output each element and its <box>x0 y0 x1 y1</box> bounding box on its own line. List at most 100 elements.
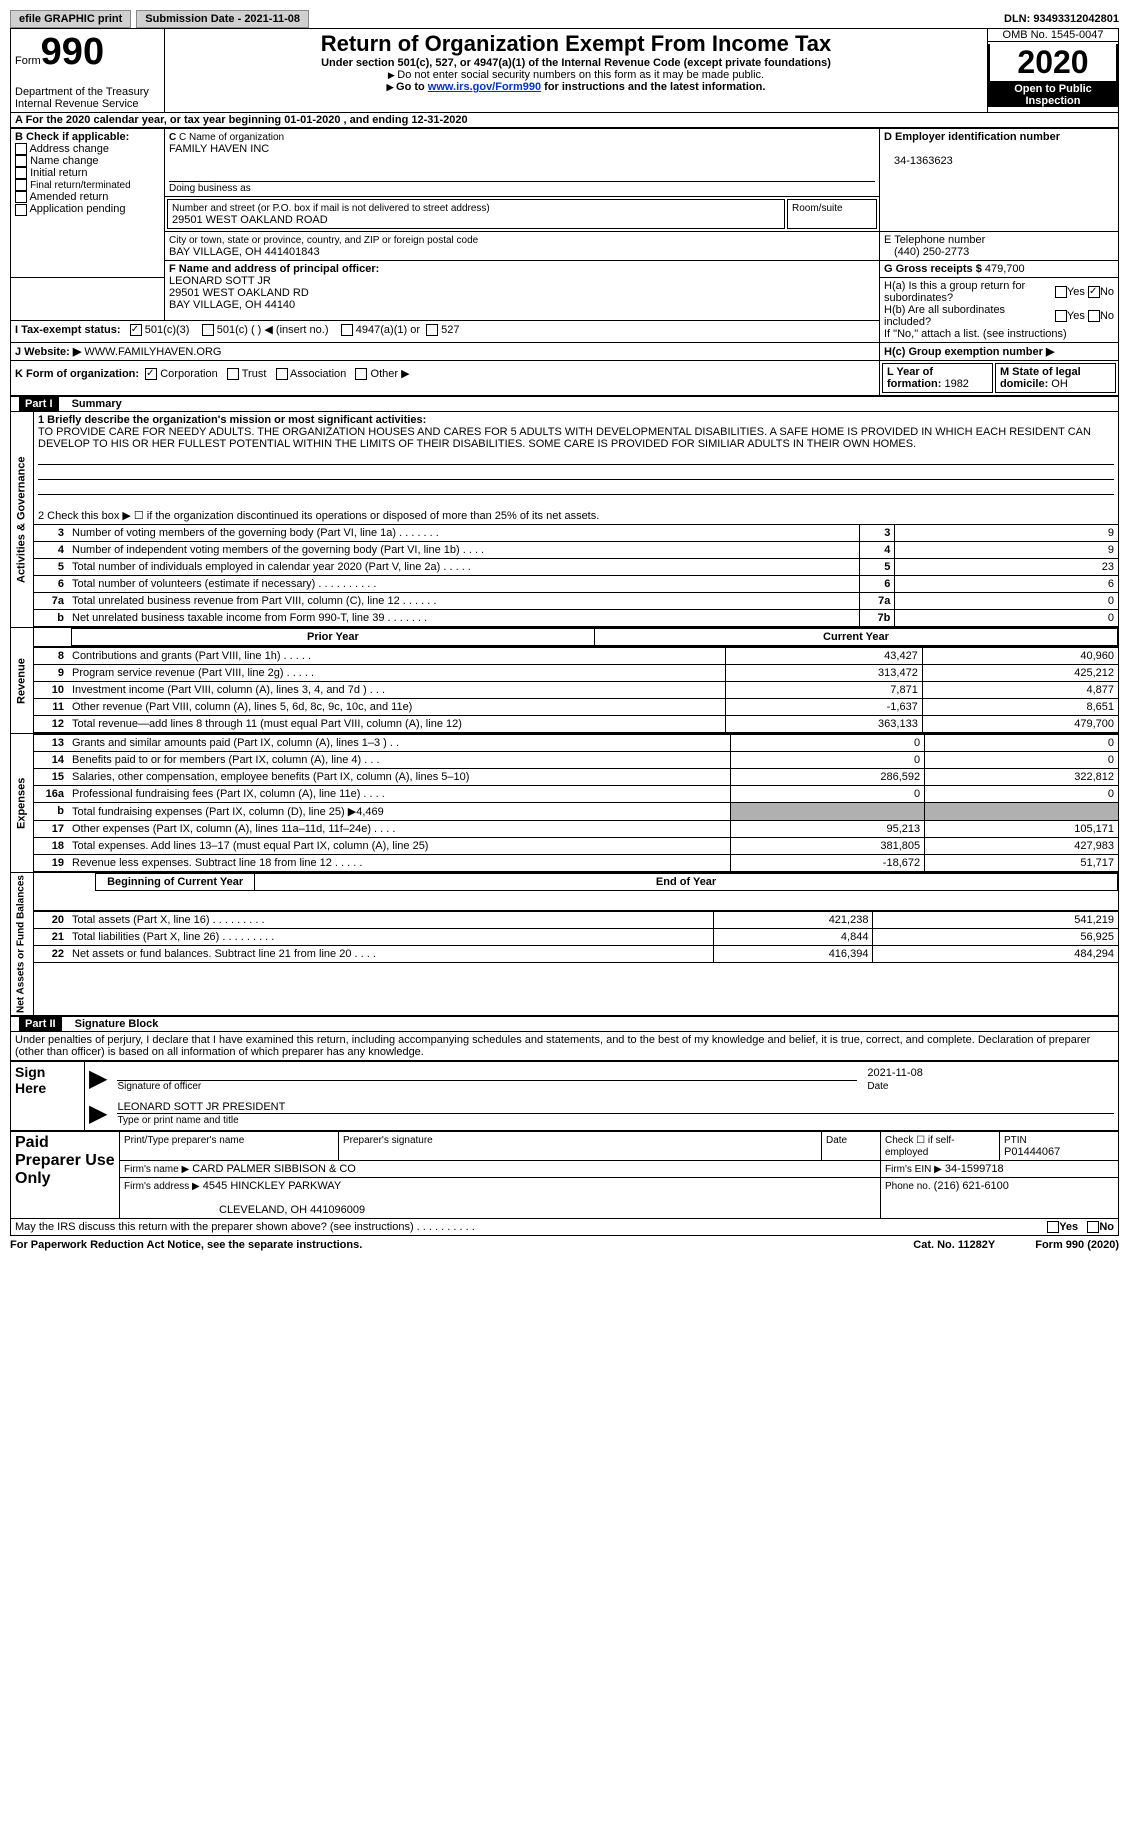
ha-no[interactable] <box>1088 286 1100 298</box>
prior-year-hdr: Prior Year <box>307 631 359 643</box>
prep-date-label: Date <box>826 1135 847 1146</box>
firm-phone: (216) 621-6100 <box>934 1180 1009 1192</box>
i-501c3[interactable] <box>130 324 142 336</box>
part2-table: Part II Signature Block Under penalties … <box>10 1016 1119 1061</box>
net-rows: 20 Total assets (Part X, line 16) . . . … <box>34 911 1118 963</box>
opt-initial: Initial return <box>30 167 87 179</box>
opt-527: 527 <box>441 324 459 336</box>
ein: 34-1363623 <box>894 155 953 167</box>
begin-yr-hdr: Beginning of Current Year <box>107 876 243 888</box>
i-4947[interactable] <box>341 324 353 336</box>
checkbox-initial[interactable] <box>15 167 27 179</box>
dept-treasury: Department of the Treasury <box>15 86 149 98</box>
footer-right: Form 990 (2020) <box>1035 1239 1119 1251</box>
opt-address: Address change <box>29 143 109 155</box>
end-yr-hdr: End of Year <box>656 876 716 888</box>
k-trust[interactable] <box>227 368 239 380</box>
checkbox-amended[interactable] <box>15 191 27 203</box>
top-bar: efile GRAPHIC print Submission Date - 20… <box>10 10 1119 28</box>
prep-name-label: Print/Type preparer's name <box>124 1135 244 1146</box>
discuss-table: May the IRS discuss this return with the… <box>10 1219 1119 1236</box>
gov-label: Activities & Governance <box>11 412 34 628</box>
rev-header: Prior Year Current Year <box>34 628 1118 646</box>
rev-rows: 8 Contributions and grants (Part VIII, l… <box>34 647 1118 733</box>
officer-name: LEONARD SOTT JR <box>169 275 271 287</box>
ptin-label: PTIN <box>1004 1135 1027 1146</box>
org-name: FAMILY HAVEN INC <box>169 143 269 155</box>
hc-label: H(c) Group exemption number ▶ <box>884 346 1054 358</box>
firm-addr1: 4545 HINCKLEY PARKWAY <box>203 1180 341 1192</box>
k-corp[interactable] <box>145 368 157 380</box>
i-527[interactable] <box>426 324 438 336</box>
opt-trust: Trust <box>242 368 267 380</box>
hb-no[interactable] <box>1088 310 1100 322</box>
mission: TO PROVIDE CARE FOR NEEDY ADULTS. THE OR… <box>38 426 1091 450</box>
gross-receipts: 479,700 <box>985 263 1025 275</box>
line2: 2 Check this box ▶ ☐ if the organization… <box>38 510 599 522</box>
sig-date: 2021-11-08 <box>857 1067 1114 1079</box>
section-b-label: B Check if applicable: <box>15 131 129 143</box>
officer-street: 29501 WEST OAKLAND RD <box>169 287 309 299</box>
k-assoc[interactable] <box>276 368 288 380</box>
firm-ein: 34-1599718 <box>945 1163 1004 1175</box>
checkbox-app[interactable] <box>15 204 27 216</box>
paid-preparer-table: Paid Preparer Use Only Print/Type prepar… <box>10 1131 1119 1219</box>
efile-button[interactable]: efile GRAPHIC print <box>10 10 131 28</box>
checkbox-final[interactable] <box>15 179 27 191</box>
dba-label: Doing business as <box>169 183 251 194</box>
checkbox-name[interactable] <box>15 155 27 167</box>
line1-label: 1 Briefly describe the organization's mi… <box>38 414 426 426</box>
discuss-yes[interactable] <box>1047 1221 1059 1233</box>
goto-pre: Go to <box>387 81 428 93</box>
part1-table: Part I Summary Activities & Governance 1… <box>10 396 1119 1016</box>
firm-addr2: CLEVELAND, OH 441096009 <box>219 1204 365 1216</box>
l-label: L Year of formation: <box>887 366 944 390</box>
otp1: Open to Public <box>1014 83 1092 95</box>
checkbox-address[interactable] <box>15 143 27 155</box>
declaration: Under penalties of perjury, I declare th… <box>11 1032 1119 1061</box>
page-title: Return of Organization Exempt From Incom… <box>169 31 983 57</box>
net-header: Beginning of Current Year End of Year <box>34 873 1118 891</box>
m-val: OH <box>1051 378 1068 390</box>
subtitle2: Do not enter social security numbers on … <box>169 69 983 81</box>
opt-assoc: Association <box>290 368 346 380</box>
exp-label: Expenses <box>11 734 34 873</box>
room-label: Room/suite <box>792 203 843 214</box>
officer-name-title: LEONARD SOTT JR PRESIDENT <box>117 1101 1114 1114</box>
hb-yes[interactable] <box>1055 310 1067 322</box>
footer-mid: Cat. No. 11282Y <box>913 1239 995 1251</box>
ha-yes[interactable] <box>1055 286 1067 298</box>
m-label: M State of legal domicile: <box>1000 366 1081 390</box>
exp-rows: 13 Grants and similar amounts paid (Part… <box>34 734 1118 872</box>
section-k-label: K Form of organization: <box>15 368 139 380</box>
opt-app: Application pending <box>29 203 125 215</box>
curr-year-hdr: Current Year <box>823 631 889 643</box>
prep-sig-label: Preparer's signature <box>343 1135 433 1146</box>
section-e-label: E Telephone number <box>884 234 985 246</box>
self-emp-label: Check ☐ if self-employed <box>885 1135 955 1158</box>
form-990-big: 990 <box>41 31 104 73</box>
part1-header: Part I <box>19 397 59 411</box>
sign-here: Sign Here <box>11 1062 85 1131</box>
discuss-no[interactable] <box>1087 1221 1099 1233</box>
discuss-yes-label: Yes <box>1059 1221 1078 1233</box>
submission-date: Submission Date - 2021-11-08 <box>136 10 309 28</box>
type-label: Type or print name and title <box>117 1115 238 1126</box>
firm-addr-label: Firm's address ▶ <box>124 1181 200 1192</box>
subtitle1: Under section 501(c), 527, or 4947(a)(1)… <box>169 57 983 69</box>
dln: DLN: 93493312042801 <box>1004 13 1119 25</box>
section-j-label: J Website: ▶ <box>15 346 81 358</box>
firm-ein-label: Firm's EIN ▶ <box>885 1164 942 1175</box>
l-val: 1982 <box>944 378 968 390</box>
paid-prep-label: Paid Preparer Use Only <box>11 1132 120 1219</box>
gov-rows: 3 Number of voting members of the govern… <box>34 524 1118 627</box>
form990-link[interactable]: www.irs.gov/Form990 <box>428 81 541 93</box>
name-label: C C Name of organization <box>169 132 284 143</box>
ptin: P01444067 <box>1004 1146 1060 1158</box>
part1-title: Summary <box>72 398 122 410</box>
footer-left: For Paperwork Reduction Act Notice, see … <box>10 1239 873 1251</box>
i-501c[interactable] <box>202 324 214 336</box>
section-f-label: F Name and address of principal officer: <box>169 263 379 275</box>
k-other[interactable] <box>355 368 367 380</box>
yes-label2: Yes <box>1067 310 1085 322</box>
